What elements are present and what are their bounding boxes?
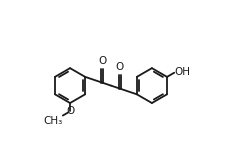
Text: CH₃: CH₃	[43, 116, 62, 126]
Text: O: O	[98, 56, 106, 66]
Text: O: O	[66, 106, 74, 116]
Text: O: O	[115, 62, 124, 72]
Text: OH: OH	[175, 67, 191, 77]
